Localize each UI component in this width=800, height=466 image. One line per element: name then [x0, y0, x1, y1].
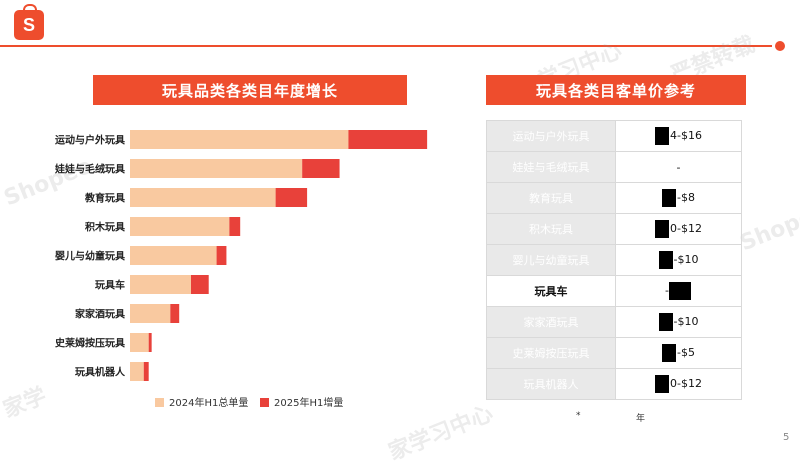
redaction-block	[668, 282, 691, 300]
table-row: 运动与户外玩具 4-$16	[486, 120, 742, 152]
table-row: 教育玩具 -$8	[486, 182, 742, 214]
price-text: -$5	[677, 346, 695, 359]
table-category-cell: 运动与户外玩具	[486, 120, 616, 152]
redaction-block	[655, 220, 670, 238]
redaction-block	[655, 375, 670, 393]
category-label: 玩具机器人	[75, 366, 126, 379]
bar-segment-growth	[348, 130, 428, 149]
category-label: 史莱姆按压玩具	[55, 337, 125, 350]
legend-swatch	[155, 398, 164, 407]
table-category-cell: 婴儿与幼童玩具	[486, 244, 616, 276]
category-label: 积木玩具	[85, 221, 125, 234]
bar-segment-base	[130, 275, 191, 294]
bar-segment-base	[130, 304, 171, 323]
logo-letter: S	[22, 14, 35, 35]
bar-segment-growth	[191, 275, 209, 294]
shopee-logo: S	[14, 4, 44, 40]
table-category-cell: 教育玩具	[486, 182, 616, 214]
price-text: 0-$12	[670, 222, 702, 235]
bar-segment-growth	[148, 333, 152, 352]
redaction-block	[662, 189, 677, 207]
table-price-cell: 0-$12	[615, 368, 742, 400]
table-category-cell: 史莱姆按压玩具	[486, 337, 616, 369]
table-row: 史莱姆按压玩具 -$5	[486, 337, 742, 369]
table-row: 娃娃与毛绒玩具 -	[486, 151, 742, 183]
price-reference-table: 运动与户外玩具 4-$16 娃娃与毛绒玩具 - 教育玩具 -$8 积木玩具 0-$12 婴儿与幼…	[486, 120, 742, 400]
legend-label: 2024年H1总单量	[169, 396, 248, 409]
bar-segment-growth	[143, 362, 149, 381]
table-price-cell: 0-$12	[615, 213, 742, 245]
bar-segment-growth	[216, 246, 227, 265]
table-row: 积木玩具 0-$12	[486, 213, 742, 245]
bar-segment-base	[130, 130, 349, 149]
table-row: 玩具机器人 0-$12	[486, 368, 742, 400]
redaction-block	[658, 251, 673, 269]
bar-segment-growth	[229, 217, 241, 236]
redaction-block	[658, 313, 673, 331]
bar-segment-growth	[302, 159, 340, 178]
bar-segment-base	[130, 188, 276, 207]
legend-swatch	[260, 398, 269, 407]
table-category-cell: 家家酒玩具	[486, 306, 616, 338]
bar-segment-growth	[170, 304, 180, 323]
table-title: 玩具各类目客单价参考	[486, 75, 746, 105]
legend-label: 2025年H1增量	[274, 396, 343, 409]
page-number: 5	[783, 432, 790, 443]
bar-segment-base	[130, 159, 303, 178]
table-price-cell: 4-$16	[615, 120, 742, 152]
price-text: 0-$12	[670, 377, 702, 390]
table-price-cell: -$8	[615, 182, 742, 214]
table-price-cell: -	[615, 151, 742, 183]
table-category-cell: 积木玩具	[486, 213, 616, 245]
growth-bar-chart: 运动与户外玩具娃娃与毛绒玩具教育玩具积木玩具婴儿与幼童玩具玩具车家家酒玩具史莱姆…	[54, 130, 428, 409]
category-label: 玩具车	[95, 279, 125, 292]
header-divider	[0, 45, 772, 47]
table-row: 玩具车 -	[486, 275, 742, 307]
redaction-block	[662, 344, 677, 362]
category-label: 家家酒玩具	[75, 308, 125, 321]
table-price-cell: -$5	[615, 337, 742, 369]
price-text: -$10	[673, 253, 699, 266]
header-divider-dot	[775, 41, 785, 51]
redaction-block	[655, 127, 670, 145]
price-text: -	[665, 284, 669, 297]
bar-segment-growth	[275, 188, 308, 207]
footnote-year: 年	[636, 414, 646, 424]
category-label: 婴儿与幼童玩具	[55, 250, 125, 263]
category-label: 教育玩具	[84, 192, 125, 205]
table-price-cell: -$10	[615, 244, 742, 276]
table-category-cell: 娃娃与毛绒玩具	[486, 151, 616, 183]
table-category-cell: 玩具车	[486, 275, 616, 307]
bar-segment-base	[130, 217, 230, 236]
category-label: 娃娃与毛绒玩具	[54, 163, 125, 176]
watermark: Shopee	[736, 198, 800, 257]
table-category-cell: 玩具机器人	[486, 368, 616, 400]
chart-title: 玩具品类各类目年度增长	[93, 75, 407, 105]
table-row: 婴儿与幼童玩具 -$10	[486, 244, 742, 276]
table-price-cell: -	[615, 275, 742, 307]
footnote-mark: *	[576, 411, 581, 421]
price-text: -$10	[673, 315, 699, 328]
table-row: 家家酒玩具 -$10	[486, 306, 742, 338]
bar-segment-base	[130, 246, 217, 265]
price-text: 4-$16	[670, 129, 702, 142]
bar-segment-base	[130, 362, 144, 381]
price-text: -$8	[677, 191, 695, 204]
category-label: 运动与户外玩具	[55, 134, 125, 147]
bar-segment-base	[130, 333, 149, 352]
table-price-cell: -$10	[615, 306, 742, 338]
